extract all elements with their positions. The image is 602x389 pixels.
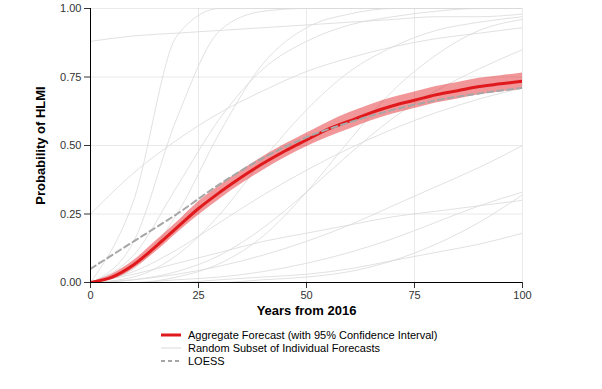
svg-text:Years from 2016: Years from 2016 <box>257 303 357 318</box>
svg-text:50: 50 <box>300 289 312 301</box>
svg-text:1.00: 1.00 <box>60 2 81 14</box>
svg-text:100: 100 <box>513 289 531 301</box>
html-text:Random Subset of Individual Fo: Random Subset of Individual Forecasts <box>188 341 380 354</box>
html-text:LOESS: LOESS <box>188 354 225 367</box>
svg-text:0.75: 0.75 <box>60 71 81 83</box>
html-text:Aggregate Forecast (with 95% C: Aggregate Forecast (with 95% Confidence … <box>188 328 438 341</box>
svg-text:75: 75 <box>408 289 420 301</box>
svg-text:25: 25 <box>192 289 204 301</box>
svg-text:0.50: 0.50 <box>60 139 81 151</box>
svg-text:0.25: 0.25 <box>60 208 81 220</box>
svg-text:0.00: 0.00 <box>60 276 81 288</box>
svg-text:0: 0 <box>87 289 93 301</box>
svg-text:Probability of HLMI: Probability of HLMI <box>33 86 48 204</box>
